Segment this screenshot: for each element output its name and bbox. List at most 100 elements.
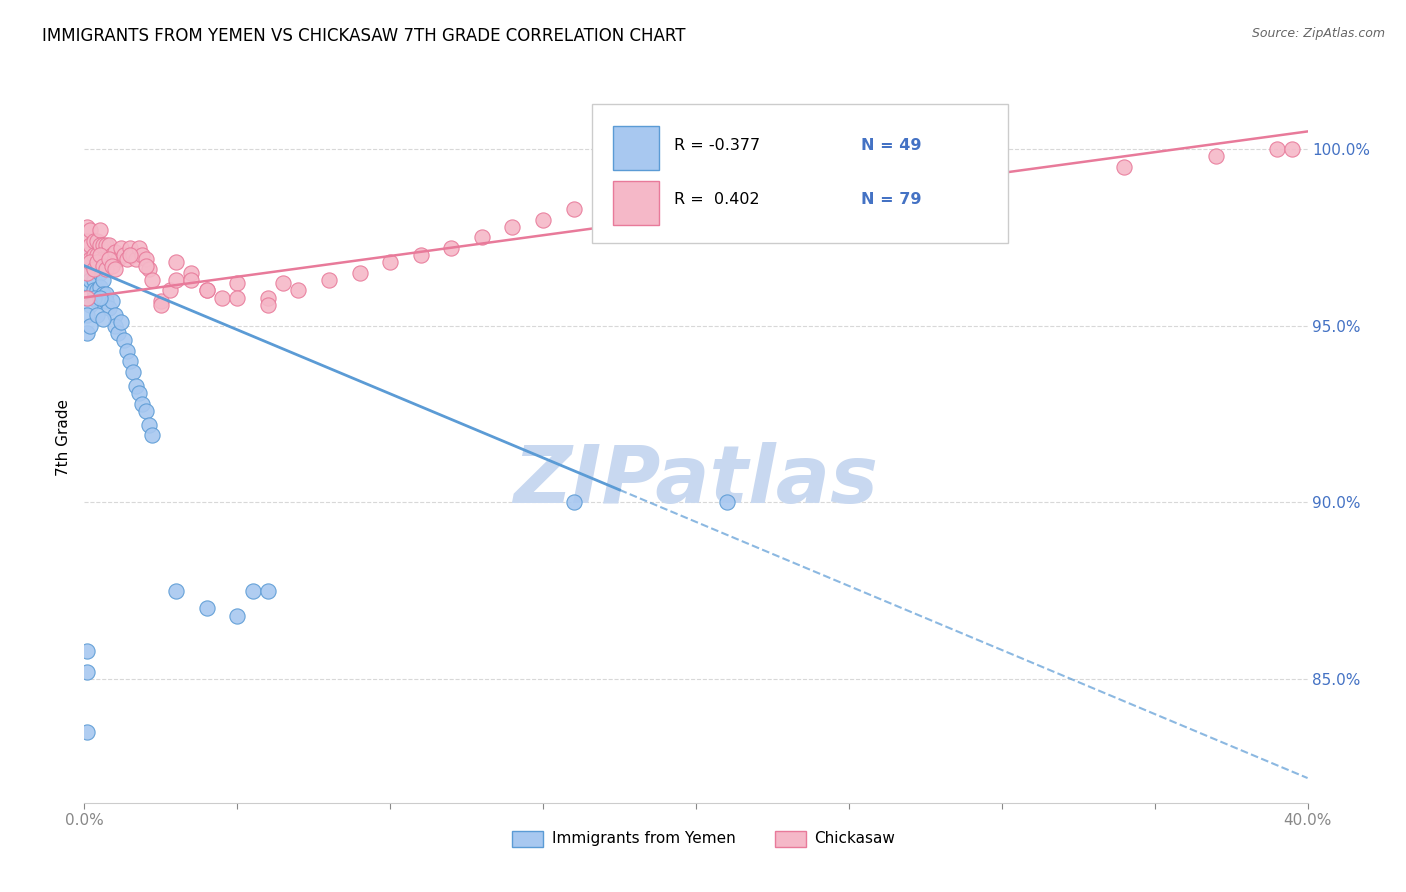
Point [141,273,163,287]
Point [141,428,163,442]
Point [1114,160,1136,174]
Text: N = 49: N = 49 [860,138,921,153]
Point [271,277,294,291]
Point [1265,142,1288,156]
Point [195,284,218,298]
Point [91,287,114,301]
Point [94,293,117,308]
Point [97,301,120,315]
Point [226,277,249,291]
Point [86,248,108,262]
FancyBboxPatch shape [613,126,659,170]
Point [76,644,98,658]
Point [165,583,187,598]
FancyBboxPatch shape [613,181,659,225]
Point [128,241,150,255]
Point [76,326,98,340]
Point [226,608,249,623]
Point [195,284,218,298]
Point [76,665,98,679]
Point [89,280,111,294]
Point [131,248,153,262]
Point [110,315,132,329]
Point [112,248,135,262]
Text: Immigrants from Yemen: Immigrants from Yemen [551,831,735,847]
Point [76,308,98,322]
Point [257,291,280,305]
Point [131,396,153,410]
Text: R =  0.402: R = 0.402 [673,192,759,207]
Point [97,252,120,266]
Point [287,284,309,298]
Point [104,262,127,277]
Point [89,266,111,280]
Point [180,273,202,287]
Point [79,255,101,269]
Point [531,212,554,227]
Point [562,495,585,509]
Point [91,237,114,252]
Point [138,262,160,277]
Point [685,185,707,199]
Point [91,311,114,326]
Point [165,255,187,269]
Point [349,266,371,280]
Point [149,297,172,311]
Point [86,293,108,308]
Point [91,259,114,273]
Point [79,255,101,269]
Point [76,725,98,739]
Point [115,252,138,266]
Point [94,252,117,266]
Point [97,237,120,252]
Point [83,273,105,287]
Point [624,195,647,210]
Point [115,343,138,358]
Point [257,583,280,598]
Point [86,234,108,248]
Point [242,583,264,598]
Point [86,255,108,269]
Point [104,244,127,259]
Point [110,241,132,255]
FancyBboxPatch shape [513,830,543,847]
Point [91,273,114,287]
Point [86,308,108,322]
Point [76,291,98,305]
Point [94,237,117,252]
Point [128,385,150,400]
Y-axis label: 7th Grade: 7th Grade [56,399,72,475]
FancyBboxPatch shape [776,830,806,847]
Point [76,219,98,234]
Point [195,601,218,615]
Point [409,248,432,262]
Point [471,230,494,244]
Point [135,252,157,266]
Text: ZIPatlas: ZIPatlas [513,442,879,520]
Point [86,284,108,298]
Point [89,223,111,237]
Point [76,266,98,280]
Text: Chickasaw: Chickasaw [814,831,896,847]
Point [79,297,101,311]
Point [1205,149,1227,163]
Point [165,273,187,287]
Point [76,234,98,248]
Point [76,277,98,291]
Point [79,318,101,333]
Point [79,252,101,266]
Point [135,259,157,273]
Point [257,297,280,311]
Point [125,379,148,393]
Point [318,273,340,287]
FancyBboxPatch shape [592,104,1008,244]
Point [180,266,202,280]
Point [138,417,160,432]
Point [76,262,98,277]
Point [869,195,891,210]
Point [226,291,249,305]
Point [122,365,145,379]
Point [159,284,181,298]
Point [94,287,117,301]
Point [135,403,157,417]
